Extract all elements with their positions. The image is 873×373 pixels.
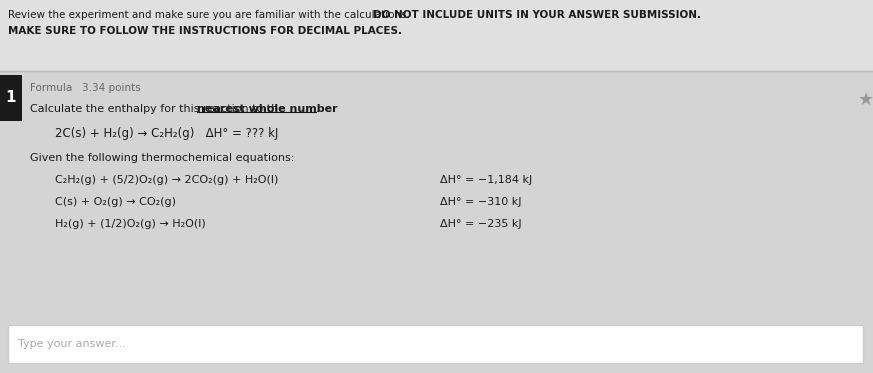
FancyBboxPatch shape xyxy=(0,0,873,70)
Text: C₂H₂(g) + (5/2)O₂(g) → 2CO₂(g) + H₂O(l): C₂H₂(g) + (5/2)O₂(g) → 2CO₂(g) + H₂O(l) xyxy=(55,175,278,185)
Text: 1: 1 xyxy=(6,91,17,106)
Text: ΔH° = −1,184 kJ: ΔH° = −1,184 kJ xyxy=(440,175,533,185)
Text: DO NOT INCLUDE UNITS IN YOUR ANSWER SUBMISSION.: DO NOT INCLUDE UNITS IN YOUR ANSWER SUBM… xyxy=(373,10,701,20)
Text: MAKE SURE TO FOLLOW THE INSTRUCTIONS FOR DECIMAL PLACES.: MAKE SURE TO FOLLOW THE INSTRUCTIONS FOR… xyxy=(8,26,402,36)
FancyBboxPatch shape xyxy=(0,75,22,121)
Text: Review the experiment and make sure you are familiar with the calculations.: Review the experiment and make sure you … xyxy=(8,10,416,20)
Text: H₂(g) + (1/2)O₂(g) → H₂O(l): H₂(g) + (1/2)O₂(g) → H₂O(l) xyxy=(55,219,206,229)
FancyBboxPatch shape xyxy=(8,325,863,363)
Text: Formula   3.34 points: Formula 3.34 points xyxy=(30,83,141,93)
Text: Calculate the enthalpy for this reaction to the: Calculate the enthalpy for this reaction… xyxy=(30,104,289,114)
Text: ΔH° = −310 kJ: ΔH° = −310 kJ xyxy=(440,197,521,207)
Text: Type your answer...: Type your answer... xyxy=(18,339,126,349)
FancyBboxPatch shape xyxy=(0,71,873,373)
Text: ★: ★ xyxy=(858,91,873,109)
Text: .: . xyxy=(316,104,320,114)
Text: 2C(s) + H₂(g) → C₂H₂(g)   ΔH° = ??? kJ: 2C(s) + H₂(g) → C₂H₂(g) ΔH° = ??? kJ xyxy=(55,127,278,140)
Text: nearest whole number: nearest whole number xyxy=(197,104,338,114)
Text: C(s) + O₂(g) → CO₂(g): C(s) + O₂(g) → CO₂(g) xyxy=(55,197,176,207)
Text: Given the following thermochemical equations:: Given the following thermochemical equat… xyxy=(30,153,294,163)
Text: ΔH° = −235 kJ: ΔH° = −235 kJ xyxy=(440,219,522,229)
